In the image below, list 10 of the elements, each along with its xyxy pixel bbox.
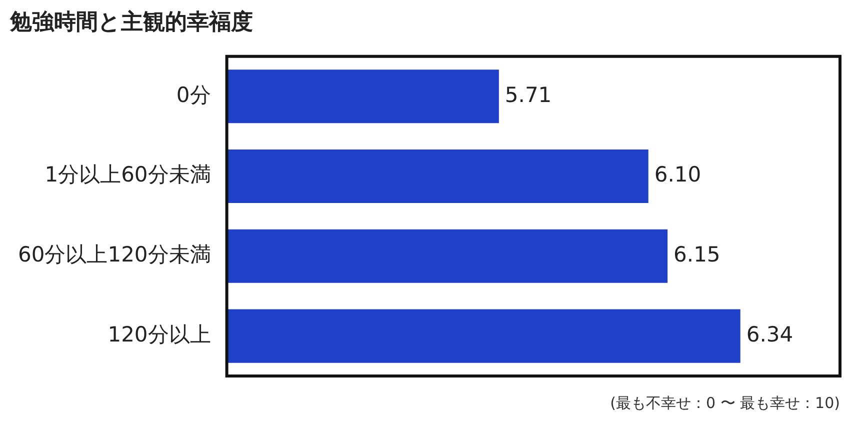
y-tick-label: 60分以上120分未満 <box>18 242 211 267</box>
data-label: 6.34 <box>746 322 794 347</box>
y-tick-label: 120分以上 <box>108 322 211 347</box>
data-label: 6.10 <box>654 162 702 187</box>
data-label: 6.15 <box>674 242 720 267</box>
y-tick-label: 0分 <box>176 82 211 107</box>
y-tick-label: 1分以上60分未満 <box>44 162 211 187</box>
chart-title: 勉強時間と主観的幸福度 <box>9 8 253 35</box>
data-label: 5.71 <box>504 82 552 107</box>
text: (最も不幸せ：0 〜 最も幸せ：10) <box>610 394 840 412</box>
